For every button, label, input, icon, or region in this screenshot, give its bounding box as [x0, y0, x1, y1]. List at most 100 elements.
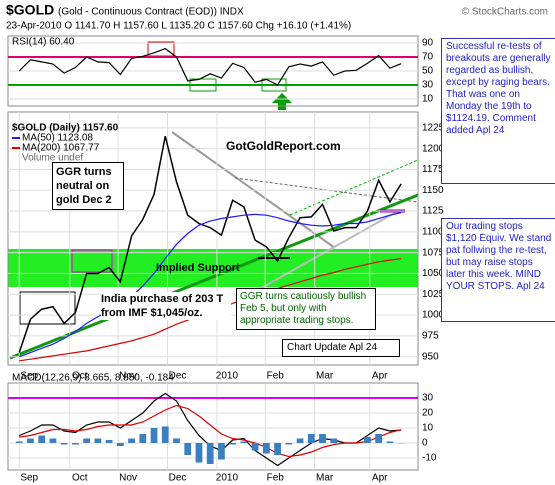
x-tick-label: Dec [169, 473, 187, 484]
histogram-bar [60, 443, 68, 445]
panel-frame [7, 382, 419, 471]
x-tick-label: 2010 [216, 473, 239, 484]
highlight-box [71, 249, 113, 273]
y-tick-label: 1100 [422, 226, 444, 237]
histogram-bar [161, 426, 169, 443]
histogram-bar [38, 435, 46, 443]
series-line [19, 212, 402, 358]
histogram-bar [72, 443, 79, 445]
note: Our trading stops $1,120 Equiv. We stand… [441, 218, 555, 322]
legend-label: $GOLD (Daily) 1157.60 [12, 123, 119, 134]
y-tick-label: 50 [422, 66, 434, 77]
series-line [18, 47, 402, 86]
x-tick-label: Mar [316, 371, 334, 382]
histogram-bar [27, 438, 34, 443]
instrument-name: (Gold - Continuous Contract (EOD)) INDX [58, 7, 244, 18]
x-tick-label: Sep [20, 473, 38, 484]
histogram-bar [184, 443, 192, 455]
annotation: GGR turns neutral on gold Dec 2 [52, 162, 124, 210]
annotation: Chart Update Apl 24 [282, 339, 400, 357]
histogram-bar [218, 443, 225, 460]
trend-line [239, 209, 401, 301]
histogram-bar [375, 434, 383, 443]
y-tick-label: 70 [422, 52, 434, 63]
histogram-bar [195, 443, 203, 463]
histogram-bar [15, 441, 23, 443]
legend-label: MA(200) 1067.77 [22, 143, 100, 154]
series-line [19, 404, 402, 458]
base-box [19, 291, 76, 325]
x-tick-label: 2010 [216, 371, 239, 382]
y-tick-label: 1225 [422, 122, 445, 133]
histogram-bar [330, 438, 338, 443]
x-tick-label: Oct [72, 473, 88, 484]
y-tick-label: 1150 [422, 185, 444, 196]
x-tick-label: Dec [169, 371, 187, 382]
support-line [9, 193, 419, 360]
y-tick-label: 0 [422, 438, 428, 449]
histogram-bar [49, 438, 57, 443]
x-tick-label: Mar [316, 473, 334, 484]
y-tick-label: 950 [422, 351, 439, 362]
y-tick-label: 10 [422, 423, 434, 434]
histogram-bar [296, 438, 304, 443]
histogram-bar [94, 438, 102, 443]
histogram-bar [274, 443, 281, 455]
histogram-bar [386, 441, 394, 443]
histogram-bar [105, 440, 113, 443]
x-tick-label: Nov [119, 473, 137, 484]
histogram-bar [206, 443, 214, 464]
histogram-bar [150, 428, 158, 443]
y-tick-label: 90 [422, 38, 434, 49]
histogram-bar [116, 443, 124, 446]
histogram-bar [364, 437, 371, 443]
y-tick-label: 20 [422, 408, 434, 419]
annotation: GGR turns cautiously bullish Feb 5, but … [236, 288, 376, 330]
x-tick-label: Oct [72, 371, 88, 382]
x-tick-label: Nov [119, 371, 137, 382]
histogram-bar [128, 438, 135, 443]
y-tick-label: 1125 [422, 206, 444, 217]
histogram-bar [173, 438, 180, 443]
annotation: GotGoldReport.com [226, 139, 341, 153]
histogram-bar [319, 434, 326, 443]
y-tick-label: 1075 [422, 247, 445, 258]
histogram-bar [83, 438, 90, 443]
histogram-bar [262, 443, 270, 454]
y-tick-label: 30 [422, 393, 434, 404]
y-tick-label: 975 [422, 331, 439, 342]
source: © StockCharts.com [462, 7, 548, 18]
legend-label: MA(50) 1123.08 [22, 133, 93, 144]
y-tick-label: 1175 [422, 164, 444, 175]
histogram-bar [240, 441, 248, 443]
x-tick-label: Sep [20, 371, 38, 382]
y-tick-label: 1050 [422, 268, 445, 279]
y-tick-label: -10 [422, 453, 437, 464]
y-tick-label: 1000 [422, 310, 445, 321]
x-tick-label: Apr [372, 371, 388, 382]
annotation: Implied Support [156, 262, 240, 274]
symbol: $GOLD [6, 2, 54, 18]
histogram-bar [285, 443, 293, 445]
panel-title: MACD(12,26,9) 8.665, 8.850, -0.184 [12, 373, 174, 384]
histogram-bar [307, 434, 315, 443]
histogram-bar [139, 434, 147, 443]
x-tick-label: Feb [267, 371, 285, 382]
arrow [272, 93, 292, 110]
histogram-bar [229, 443, 237, 445]
x-tick-label: Feb [267, 473, 285, 484]
y-tick-label: 1200 [422, 143, 445, 154]
note: Successful re-tests of breakouts are gen… [441, 38, 555, 184]
histogram-bar [251, 443, 259, 451]
x-tick-label: Apr [372, 473, 388, 484]
quote: 23-Apr-2010 O 1141.70 H 1157.60 L 1135.2… [6, 21, 351, 32]
annotation: India purchase of 203 T from IMF $1,045/… [101, 292, 231, 320]
panel-frame [7, 111, 419, 366]
panel-title: RSI(14) 60.40 [12, 37, 75, 48]
y-tick-label: 10 [422, 94, 434, 105]
y-tick-label: 30 [422, 80, 434, 91]
legend-label: Volume undef [22, 153, 83, 164]
y-tick-label: 1025 [422, 289, 445, 300]
